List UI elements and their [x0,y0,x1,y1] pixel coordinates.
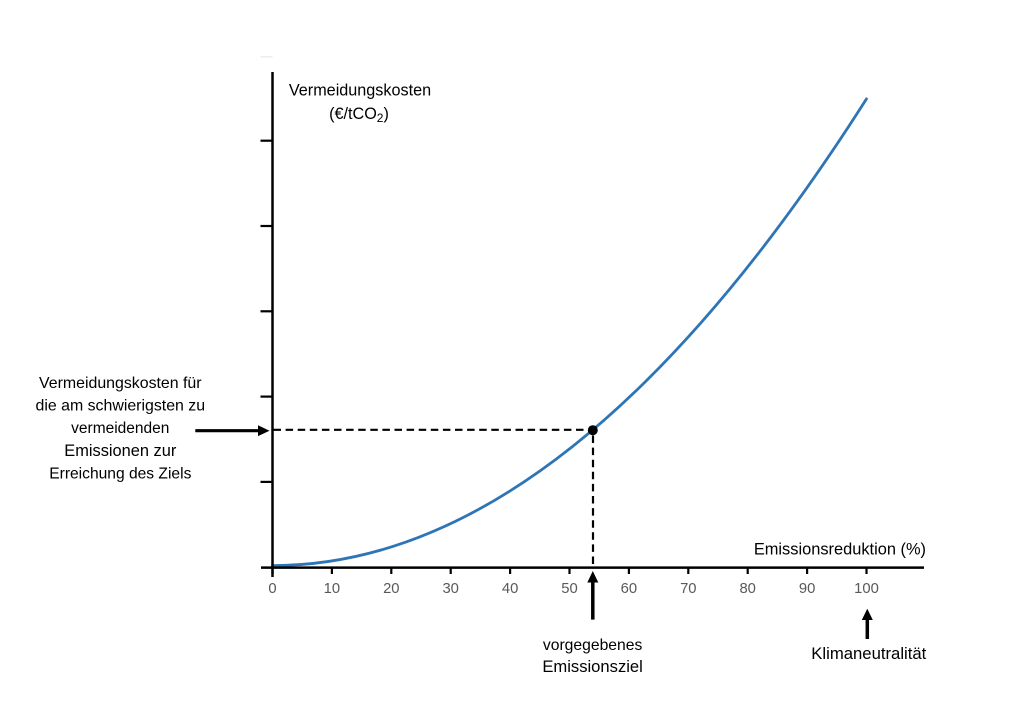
svg-text:60: 60 [621,581,637,597]
svg-text:Vermeidungskosten: Vermeidungskosten [289,81,431,99]
svg-text:100: 100 [854,581,879,597]
svg-text:10: 10 [324,581,340,597]
svg-text:50: 50 [561,581,577,597]
svg-text:20: 20 [383,581,399,597]
svg-text:30: 30 [442,581,458,597]
svg-text:Erreichung des Ziels: Erreichung des Ziels [49,466,191,483]
svg-text:Emissionen zur: Emissionen zur [64,442,177,460]
svg-text:90: 90 [799,581,815,597]
svg-text:die am schwierigsten zu: die am schwierigsten zu [36,398,206,415]
svg-text:Emissionsreduktion (%): Emissionsreduktion (%) [754,540,926,558]
svg-text:40: 40 [502,581,518,597]
svg-text:vorgegebenes: vorgegebenes [543,637,643,654]
svg-text:70: 70 [680,581,696,597]
svg-text:Emissionsziel: Emissionsziel [542,657,643,676]
svg-text:vermeidenden: vermeidenden [71,420,169,437]
svg-text:(€/tCO2): (€/tCO2) [329,105,389,125]
svg-text:Vermeidungskosten für: Vermeidungskosten für [39,375,202,392]
svg-text:0: 0 [268,581,276,597]
svg-text:80: 80 [739,581,755,597]
svg-text:Klimaneutralität: Klimaneutralität [811,644,926,663]
